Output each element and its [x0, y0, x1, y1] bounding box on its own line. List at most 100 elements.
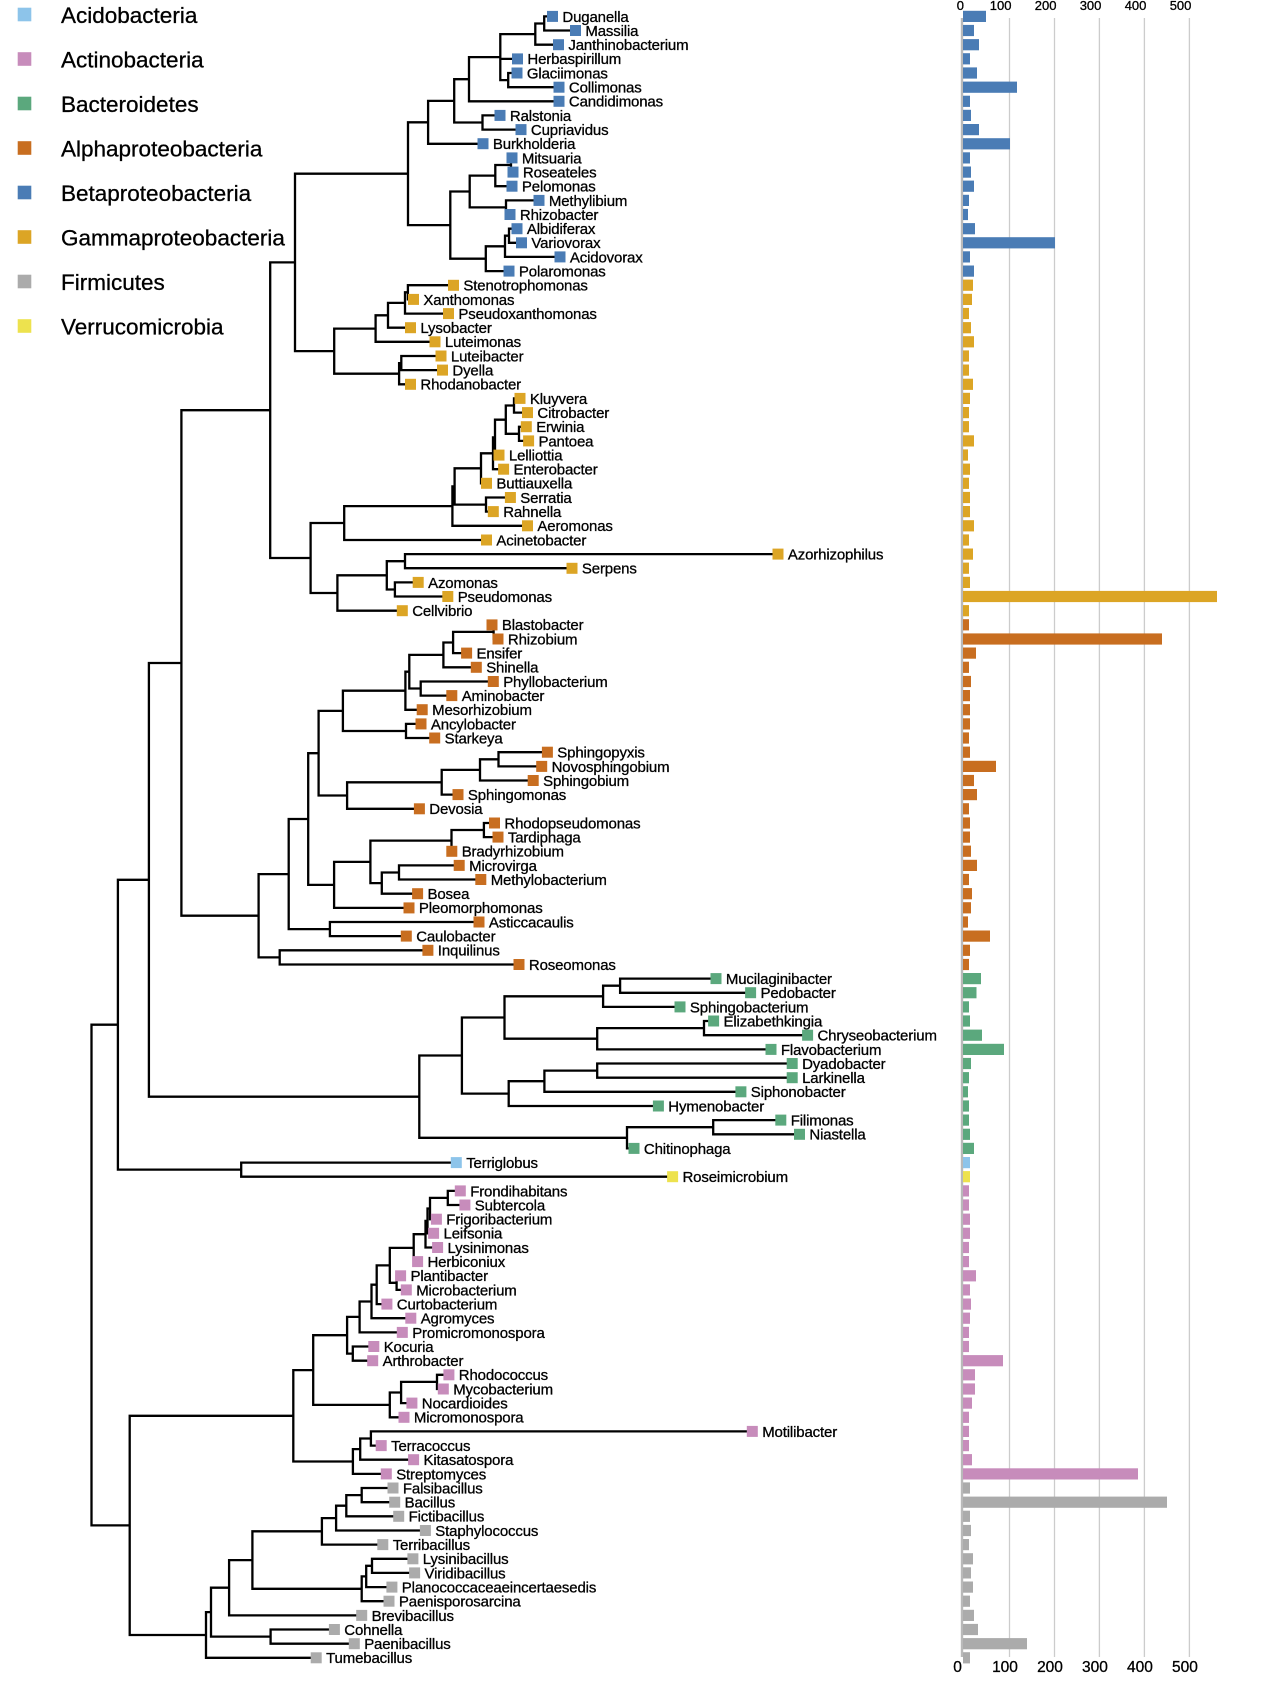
svg-text:Microbacterium: Microbacterium [416, 1282, 516, 1299]
svg-text:Roseateles: Roseateles [523, 165, 597, 182]
svg-text:Alphaproteobacteria: Alphaproteobacteria [61, 137, 263, 162]
svg-text:Frondihabitans: Frondihabitans [470, 1183, 567, 1200]
svg-text:Cellvibrio: Cellvibrio [412, 603, 472, 620]
svg-text:Larkinella: Larkinella [802, 1070, 866, 1087]
svg-text:Caulobacter: Caulobacter [416, 929, 495, 946]
svg-text:Paenibacillus: Paenibacillus [364, 1636, 450, 1653]
svg-text:Filimonas: Filimonas [791, 1113, 854, 1130]
svg-text:Terribacillus: Terribacillus [393, 1537, 470, 1554]
svg-text:Kocuria: Kocuria [384, 1339, 435, 1356]
svg-text:Buttiauxella: Buttiauxella [496, 476, 573, 493]
svg-text:Inquilinus: Inquilinus [438, 943, 500, 960]
svg-text:400: 400 [1127, 1659, 1153, 1676]
svg-text:Kitasatospora: Kitasatospora [424, 1452, 515, 1469]
svg-text:Herbiconiux: Herbiconiux [428, 1254, 506, 1271]
svg-text:Acidobacteria: Acidobacteria [61, 3, 198, 28]
svg-text:Roseomonas: Roseomonas [529, 957, 616, 974]
svg-text:Stenotrophomonas: Stenotrophomonas [463, 278, 587, 295]
svg-text:Lysinimonas: Lysinimonas [448, 1240, 529, 1257]
svg-text:Tardiphaga: Tardiphaga [508, 830, 582, 847]
svg-text:Subtercola: Subtercola [475, 1197, 546, 1214]
svg-text:Ralstonia: Ralstonia [510, 108, 572, 125]
svg-text:Janthinobacterium: Janthinobacterium [568, 37, 688, 54]
svg-text:Azorhizophilus: Azorhizophilus [788, 547, 883, 564]
svg-text:Rahnella: Rahnella [503, 504, 562, 521]
svg-text:Planococcaceaeincertaesedis: Planococcaceaeincertaesedis [402, 1580, 596, 1597]
svg-text:500: 500 [1172, 1659, 1198, 1676]
svg-text:Ensifer: Ensifer [477, 646, 523, 663]
svg-text:Novosphingobium: Novosphingobium [552, 759, 670, 776]
svg-text:Kluyvera: Kluyvera [530, 391, 588, 408]
svg-text:Chryseobacterium: Chryseobacterium [818, 1028, 937, 1045]
svg-text:Terriglobus: Terriglobus [466, 1155, 538, 1172]
svg-text:Variovorax: Variovorax [531, 235, 601, 252]
svg-text:Frigoribacterium: Frigoribacterium [446, 1212, 552, 1229]
svg-text:Acinetobacter: Acinetobacter [496, 532, 586, 549]
svg-text:Pseudomonas: Pseudomonas [458, 589, 552, 606]
svg-text:Lysobacter: Lysobacter [420, 320, 491, 337]
svg-text:Serratia: Serratia [520, 490, 572, 507]
svg-text:Agromyces: Agromyces [421, 1311, 495, 1328]
svg-text:Micromonospora: Micromonospora [414, 1410, 524, 1427]
svg-text:Mucilaginibacter: Mucilaginibacter [726, 971, 832, 988]
svg-text:Duganella: Duganella [562, 9, 629, 26]
svg-text:Chitinophaga: Chitinophaga [644, 1141, 731, 1158]
svg-text:Shinella: Shinella [486, 660, 539, 677]
svg-text:200: 200 [1037, 1659, 1063, 1676]
svg-text:500: 500 [1170, 0, 1192, 13]
svg-text:Niastella: Niastella [809, 1127, 866, 1144]
svg-text:Albidiferax: Albidiferax [527, 221, 596, 238]
svg-text:Hymenobacter: Hymenobacter [668, 1098, 764, 1115]
svg-text:Aeromonas: Aeromonas [537, 518, 612, 535]
svg-text:Tumebacillus: Tumebacillus [326, 1650, 412, 1667]
svg-text:Leifsonia: Leifsonia [444, 1226, 504, 1243]
svg-text:Herbaspirillum: Herbaspirillum [527, 51, 621, 68]
svg-text:Terracoccus: Terracoccus [391, 1438, 470, 1455]
svg-text:100: 100 [992, 1659, 1018, 1676]
svg-text:Pelomonas: Pelomonas [522, 179, 596, 196]
svg-text:Cupriavidus: Cupriavidus [531, 122, 609, 139]
svg-text:Staphylococcus: Staphylococcus [435, 1523, 538, 1540]
svg-text:Acidovorax: Acidovorax [570, 249, 643, 266]
svg-text:Methylibium: Methylibium [549, 193, 627, 210]
svg-text:Roseimicrobium: Roseimicrobium [683, 1169, 788, 1186]
svg-text:Rhizobium: Rhizobium [508, 631, 578, 648]
svg-text:Plantibacter: Plantibacter [411, 1268, 489, 1285]
svg-text:Dyella: Dyella [452, 363, 494, 380]
svg-text:Bacteroidetes: Bacteroidetes [61, 92, 199, 117]
svg-text:Fictibacillus: Fictibacillus [409, 1509, 485, 1526]
svg-text:Pedobacter: Pedobacter [761, 985, 836, 1002]
svg-text:Luteimonas: Luteimonas [445, 334, 521, 351]
svg-text:Candidimonas: Candidimonas [569, 94, 663, 111]
svg-text:Bacillus: Bacillus [405, 1495, 456, 1512]
svg-text:Sphingomonas: Sphingomonas [468, 787, 566, 804]
svg-text:Elizabethkingia: Elizabethkingia [724, 1014, 823, 1031]
svg-text:300: 300 [1082, 1659, 1108, 1676]
svg-text:Mycobacterium: Mycobacterium [453, 1381, 553, 1398]
svg-text:Pleomorphomonas: Pleomorphomonas [419, 900, 543, 917]
svg-text:Methylobacterium: Methylobacterium [491, 872, 607, 889]
svg-text:Starkeya: Starkeya [445, 730, 504, 747]
svg-text:Sphingobium: Sphingobium [543, 773, 629, 790]
svg-text:Azomonas: Azomonas [428, 575, 498, 592]
svg-text:Pseudoxanthomonas: Pseudoxanthomonas [458, 306, 596, 323]
svg-text:100: 100 [990, 0, 1012, 13]
svg-text:Lysinibacillus: Lysinibacillus [423, 1551, 509, 1568]
svg-text:Motilibacter: Motilibacter [762, 1424, 837, 1441]
svg-text:Enterobacter: Enterobacter [514, 462, 598, 479]
svg-text:Rhodococcus: Rhodococcus [459, 1367, 548, 1384]
svg-text:Devosia: Devosia [429, 801, 483, 818]
svg-text:Rhodanobacter: Rhodanobacter [420, 377, 521, 394]
svg-text:Polaromonas: Polaromonas [519, 264, 606, 281]
svg-text:Collimonas: Collimonas [569, 80, 642, 97]
svg-text:Nocardioides: Nocardioides [422, 1396, 508, 1413]
svg-text:0: 0 [957, 0, 964, 13]
svg-text:Glaciimonas: Glaciimonas [527, 65, 608, 82]
svg-text:Xanthomonas: Xanthomonas [423, 292, 514, 309]
svg-text:Erwinia: Erwinia [536, 419, 585, 436]
svg-text:Rhodopseudomonas: Rhodopseudomonas [504, 815, 640, 832]
svg-text:Betaproteobacteria: Betaproteobacteria [61, 181, 252, 206]
svg-text:Brevibacillus: Brevibacillus [372, 1608, 454, 1625]
svg-text:Sphingobacterium: Sphingobacterium [690, 999, 809, 1016]
svg-text:Bosea: Bosea [428, 886, 471, 903]
